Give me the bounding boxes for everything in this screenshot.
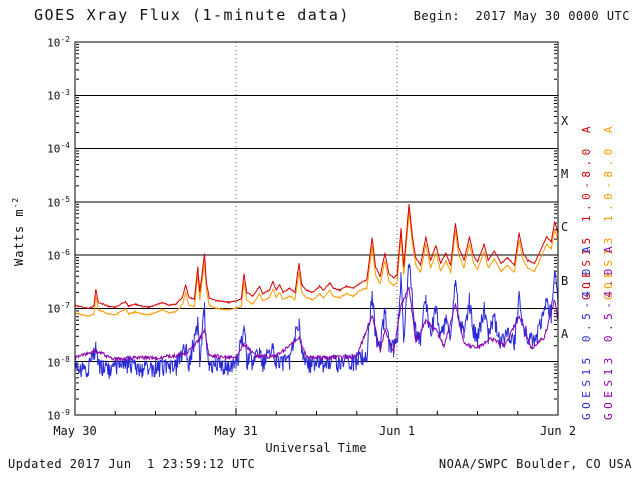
y-tick-label: 10-6 [47,248,70,263]
y-tick-label: 10-8 [47,355,70,370]
y-tick-label: 10-9 [47,408,70,423]
series-goes15-long [75,204,558,310]
y-axis-label-exponent: -2 [11,196,20,209]
x-tick-may31: May 31 [214,424,258,438]
y-axis-label-text: Watts m [12,208,26,266]
y-tick-label: 10-2 [47,35,70,50]
y-tick-label: 10-3 [47,88,70,103]
y-axis-label: Watts m-2 [11,197,26,266]
begin-timestamp: Begin: 2017 May 30 0000 UTC [413,9,630,23]
series-goes13-short [75,286,558,362]
x-tick-jun1: Jun 1 [378,424,416,438]
plot-frame [74,41,559,416]
y-tick-label: 10-4 [47,141,70,156]
x-axis-label: Universal Time [265,441,367,455]
flare-class-c: C [561,220,569,234]
x-tick-jun2: Jun 2 [539,424,577,438]
flare-class-a: A [561,327,569,341]
flare-class-m: M [561,167,569,181]
series-goes13-long [75,211,558,317]
series-goes15-short [75,262,558,379]
source-attribution: NOAA/SWPC Boulder, CO USA [438,457,632,471]
chart-title: GOES Xray Flux (1-minute data) [34,6,350,24]
flare-class-b: B [561,274,569,288]
x-tick-may30: May 30 [53,424,97,438]
y-tick-label: 10-7 [47,301,70,316]
y-tick-label: 10-5 [47,195,70,210]
updated-timestamp: Updated 2017 Jun 1 23:59:12 UTC [8,457,256,471]
legend-goes15-short: GOES15 0.5-4.0 A [580,242,593,420]
flare-class-x: X [561,114,569,128]
legend-goes13-short: GOES13 0.5-4.0 A [602,242,615,420]
